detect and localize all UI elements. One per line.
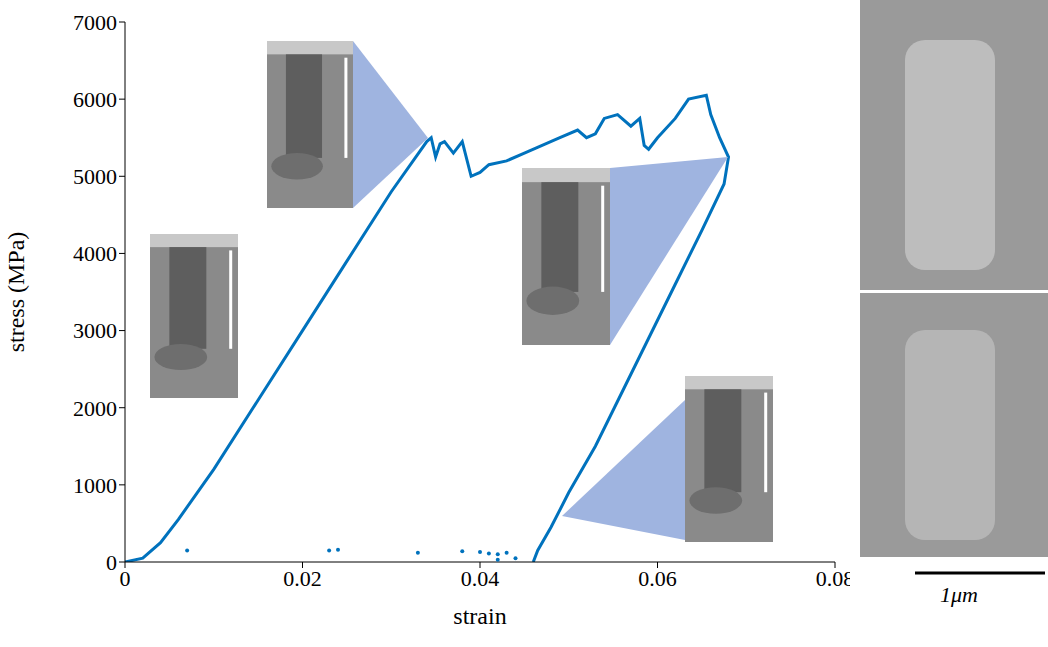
svg-text:0.08: 0.08 [816, 566, 850, 591]
svg-text:3000: 3000 [73, 318, 117, 343]
svg-text:stress (MPa): stress (MPa) [3, 232, 29, 353]
svg-text:6000: 6000 [73, 87, 117, 112]
svg-text:4000: 4000 [73, 241, 117, 266]
svg-text:0.06: 0.06 [638, 566, 677, 591]
svg-text:2000: 2000 [73, 396, 117, 421]
svg-text:7000: 7000 [73, 10, 117, 35]
html-text:1μm: 1μm [940, 582, 978, 607]
svg-text:0: 0 [106, 550, 117, 575]
svg-text:0.04: 0.04 [461, 566, 500, 591]
svg-text:5000: 5000 [73, 164, 117, 189]
svg-text:0.02: 0.02 [283, 566, 322, 591]
svg-text:0: 0 [120, 566, 131, 591]
svg-text:1000: 1000 [73, 473, 117, 498]
svg-text:strain: strain [453, 603, 506, 629]
